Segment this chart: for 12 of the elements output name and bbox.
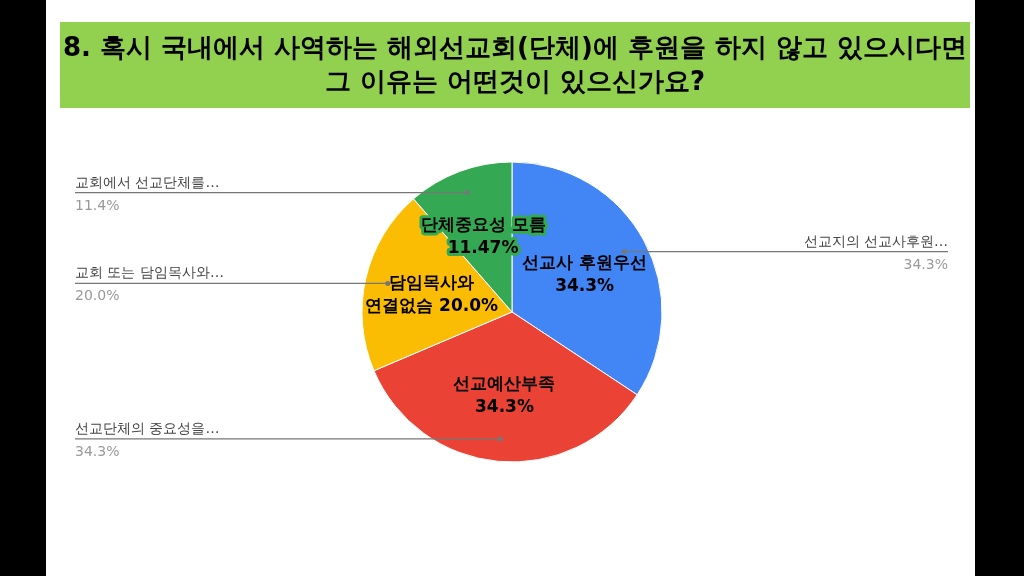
data-label: 34.3% (903, 255, 948, 272)
data-label: 11.4% (75, 196, 120, 213)
slice-label: 교회에서 선교단체를… (75, 173, 220, 190)
text: 선교사 후원우선 34.3% (522, 251, 648, 295)
text: 선교예산부족 34.3% (453, 373, 556, 417)
slice-label: 선교지의 선교사후원… (803, 232, 948, 249)
slice-label: 교회 또는 담임목사와… (75, 264, 224, 281)
slice-label: 선교단체의 중요성을… (75, 419, 220, 436)
text: 담임목사와 연결없슴 20.0% (365, 272, 499, 316)
chart-title: 8. 혹시 국내에서 사역하는 해외선교회(단체)에 후원을 하지 않고 있으시다면 그 이유는 어떤것이 있으신가요? (60, 22, 970, 108)
data-label: 34.3% (75, 442, 120, 459)
data-label: 20.0% (75, 287, 120, 304)
